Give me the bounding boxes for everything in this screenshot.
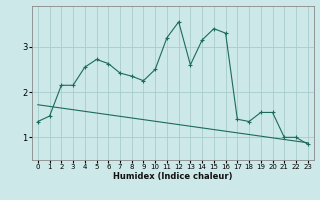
X-axis label: Humidex (Indice chaleur): Humidex (Indice chaleur) (113, 172, 233, 181)
